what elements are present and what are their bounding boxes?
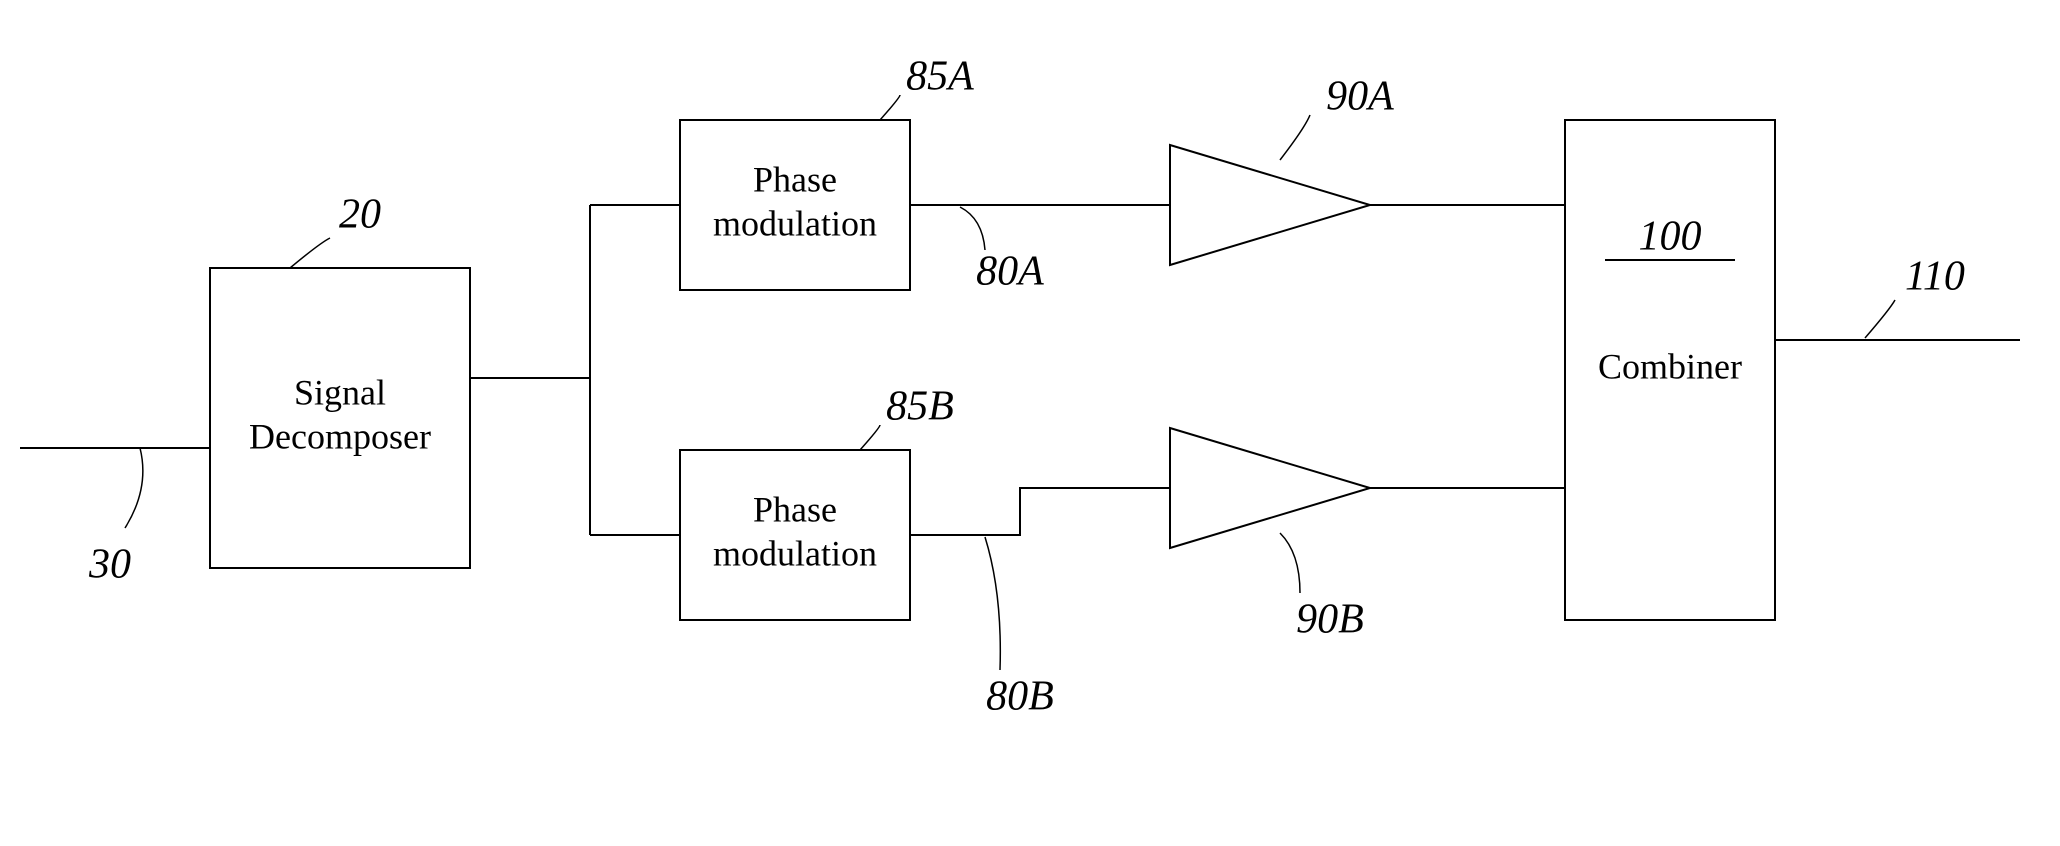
ref-80b: 80B: [986, 674, 1054, 720]
signal-decomposer-label2: Decomposer: [249, 416, 431, 456]
ref-85a: 85A: [906, 54, 974, 100]
phase-mod-b-label2: modulation: [713, 533, 877, 573]
ref-90b: 90B: [1296, 597, 1364, 643]
phase-mod-b-label1: Phase: [753, 489, 837, 529]
phase-mod-a-label1: Phase: [753, 159, 837, 199]
leader-90a: [1280, 115, 1310, 160]
leader-85b: [860, 425, 880, 450]
ref-80a: 80A: [976, 249, 1044, 295]
amp-a-triangle: [1170, 145, 1370, 265]
leader-85a: [880, 95, 900, 120]
ref-20: 20: [339, 192, 381, 238]
ref-100: 100: [1639, 214, 1702, 260]
signal-decomposer-label1: Signal: [294, 372, 386, 412]
ref-30: 30: [88, 542, 131, 588]
leader-30: [125, 448, 143, 528]
leader-80b: [985, 537, 1000, 670]
amp-b-triangle: [1170, 428, 1370, 548]
leader-80a: [960, 207, 985, 250]
leader-20: [290, 238, 330, 268]
phase-mod-a-label2: modulation: [713, 203, 877, 243]
ref-110: 110: [1905, 254, 1965, 300]
wire-pm-b-out: [910, 488, 1170, 535]
ref-85b: 85B: [886, 384, 954, 430]
leader-90b: [1280, 533, 1300, 593]
ref-90a: 90A: [1326, 74, 1394, 120]
leader-110: [1865, 300, 1895, 338]
block-diagram: SignalDecomposerPhasemodulationPhasemodu…: [0, 0, 2060, 846]
combiner-label: Combiner: [1598, 346, 1742, 386]
